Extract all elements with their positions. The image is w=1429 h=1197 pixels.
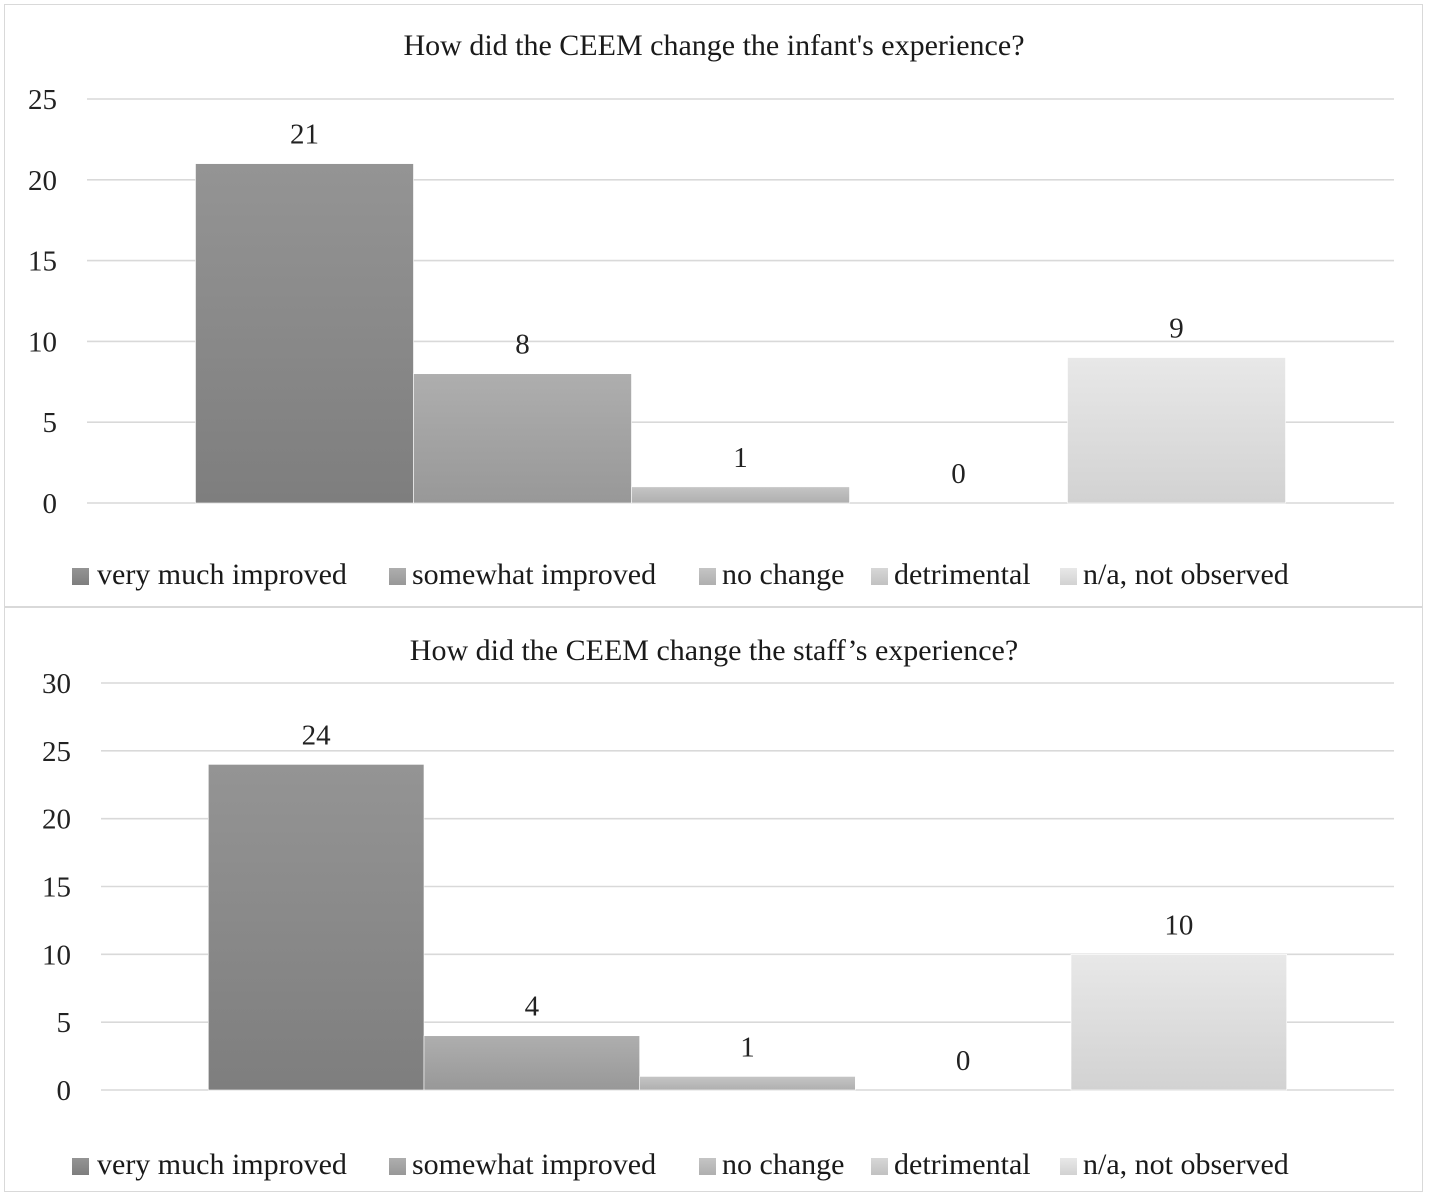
y-tick-label: 10 <box>28 326 57 358</box>
y-tick-label: 0 <box>43 488 58 520</box>
legend-swatch <box>1060 1158 1077 1175</box>
legend-label: no change <box>722 558 844 591</box>
bar-very-much-improved <box>195 163 414 504</box>
y-tick-label: 25 <box>28 84 57 116</box>
data-label: 1 <box>740 1031 755 1063</box>
y-tick-label: 15 <box>42 872 71 904</box>
data-label: 4 <box>525 991 540 1023</box>
legend-label: n/a, not observed <box>1083 558 1289 591</box>
legend-label: detrimental <box>894 558 1031 591</box>
data-label: 1 <box>733 442 748 474</box>
data-label: 21 <box>290 119 319 151</box>
data-label: 10 <box>1164 909 1193 941</box>
legend-label: somewhat improved <box>412 1148 656 1181</box>
bar-n-a-not-observed <box>1070 954 1287 1091</box>
legend-swatch <box>389 568 406 585</box>
legend-swatch <box>699 1158 716 1175</box>
legend-swatch <box>871 568 888 585</box>
legend-swatch <box>72 1158 89 1175</box>
chart-title: How did the CEEM change the infant's exp… <box>403 29 1024 62</box>
bar-somewhat-improved <box>423 1035 640 1091</box>
legend-label: somewhat improved <box>412 558 656 591</box>
y-tick-label: 10 <box>42 939 71 971</box>
bar-no-change <box>639 1076 856 1091</box>
legend-swatch <box>871 1158 888 1175</box>
bar-no-change <box>631 486 850 504</box>
y-tick-label: 5 <box>57 1007 72 1039</box>
legend-swatch <box>389 1158 406 1175</box>
legend-swatch <box>72 568 89 585</box>
y-tick-label: 20 <box>42 804 71 836</box>
data-label: 0 <box>951 458 966 490</box>
data-label: 8 <box>515 329 530 361</box>
legend-swatch <box>699 568 716 585</box>
bar-very-much-improved <box>208 764 425 1091</box>
chart-staff-experience: How did the CEEM change the staff’s expe… <box>42 634 1394 1181</box>
data-label: 24 <box>302 719 332 751</box>
legend-label: n/a, not observed <box>1083 1148 1289 1181</box>
legend-label: no change <box>722 1148 844 1181</box>
chart-infant-experience: How did the CEEM change the infant's exp… <box>28 29 1394 591</box>
y-tick-label: 25 <box>42 736 71 768</box>
bar-somewhat-improved <box>413 373 632 504</box>
data-label: 9 <box>1169 313 1184 345</box>
y-tick-label: 30 <box>42 668 71 700</box>
legend-swatch <box>1060 568 1077 585</box>
y-tick-label: 0 <box>57 1075 72 1107</box>
chart-panel-infant: How did the CEEM change the infant's exp… <box>4 4 1423 607</box>
y-tick-label: 5 <box>43 407 58 439</box>
y-tick-label: 15 <box>28 246 57 278</box>
data-label: 0 <box>956 1045 971 1077</box>
legend-label: detrimental <box>894 1148 1031 1181</box>
legend-label: very much improved <box>97 1148 347 1181</box>
chart-title: How did the CEEM change the staff’s expe… <box>410 634 1018 667</box>
bar-n-a-not-observed <box>1067 357 1286 504</box>
y-tick-label: 20 <box>28 165 57 197</box>
chart-panel-staff: How did the CEEM change the staff’s expe… <box>4 607 1423 1192</box>
legend-label: very much improved <box>97 558 347 591</box>
